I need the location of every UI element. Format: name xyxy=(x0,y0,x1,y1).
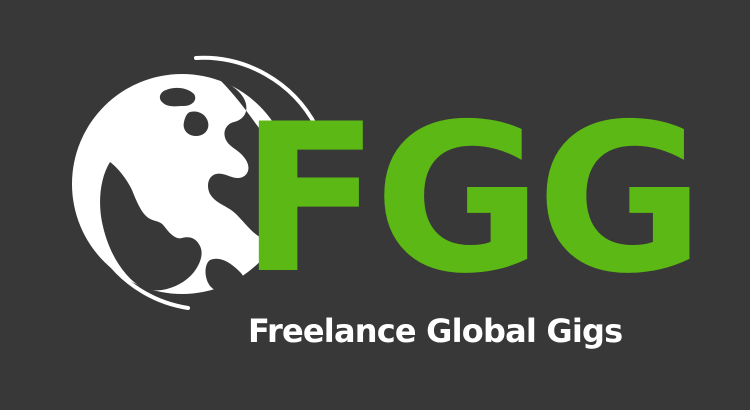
globe-orbit-ring-top xyxy=(194,55,318,128)
globe-icon xyxy=(72,55,318,310)
globe-disc xyxy=(72,74,293,296)
logo-tagline: Freelance Global Gigs xyxy=(248,312,623,350)
globe-orbit-ring xyxy=(79,166,190,310)
logo-acronym: FGG xyxy=(240,81,705,319)
